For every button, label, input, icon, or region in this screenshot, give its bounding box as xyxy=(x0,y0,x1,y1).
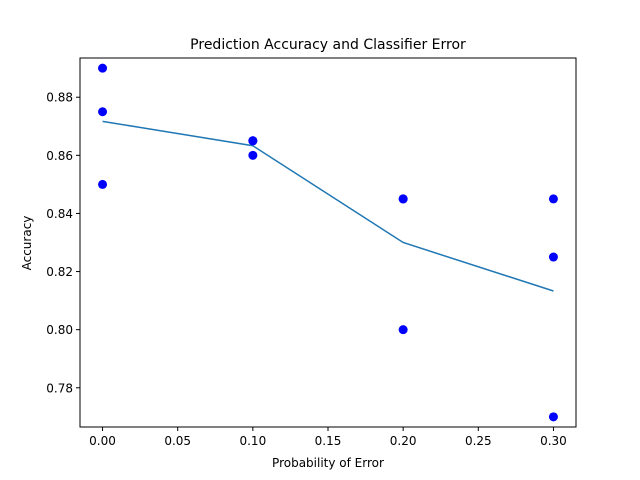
data-point xyxy=(398,194,408,204)
data-point xyxy=(548,412,558,422)
x-axis-label: Probability of Error xyxy=(272,456,384,470)
y-tick-label: 0.78 xyxy=(46,381,73,395)
data-point xyxy=(98,107,108,117)
data-point xyxy=(548,194,558,204)
y-tick-label: 0.82 xyxy=(46,265,73,279)
data-point xyxy=(248,150,258,160)
data-point xyxy=(398,325,408,335)
x-tick-label: 0.15 xyxy=(315,434,342,448)
data-point xyxy=(248,136,258,146)
chart-title: Prediction Accuracy and Classifier Error xyxy=(190,37,466,53)
plot-area xyxy=(98,63,558,422)
x-tick-label: 0.05 xyxy=(164,434,191,448)
x-tick-label: 0.25 xyxy=(465,434,492,448)
y-tick-label: 0.80 xyxy=(46,323,73,337)
x-tick-label: 0.00 xyxy=(89,434,116,448)
axes: 0.00 0.05 0.10 0.15 0.20 0.25 0.30 0.78 0.80 0.82… xyxy=(46,57,577,448)
data-point xyxy=(98,179,108,189)
y-axis-label: Accuracy xyxy=(20,216,34,271)
x-tick-label: 0.20 xyxy=(390,434,417,448)
x-tick-label: 0.30 xyxy=(540,434,567,448)
x-tick-label: 0.10 xyxy=(239,434,266,448)
y-tick-label: 0.88 xyxy=(46,91,73,105)
data-point xyxy=(98,63,108,73)
y-tick-label: 0.86 xyxy=(46,149,73,163)
data-point xyxy=(548,252,558,262)
y-tick-label: 0.84 xyxy=(46,207,73,221)
trend-line xyxy=(102,120,554,292)
